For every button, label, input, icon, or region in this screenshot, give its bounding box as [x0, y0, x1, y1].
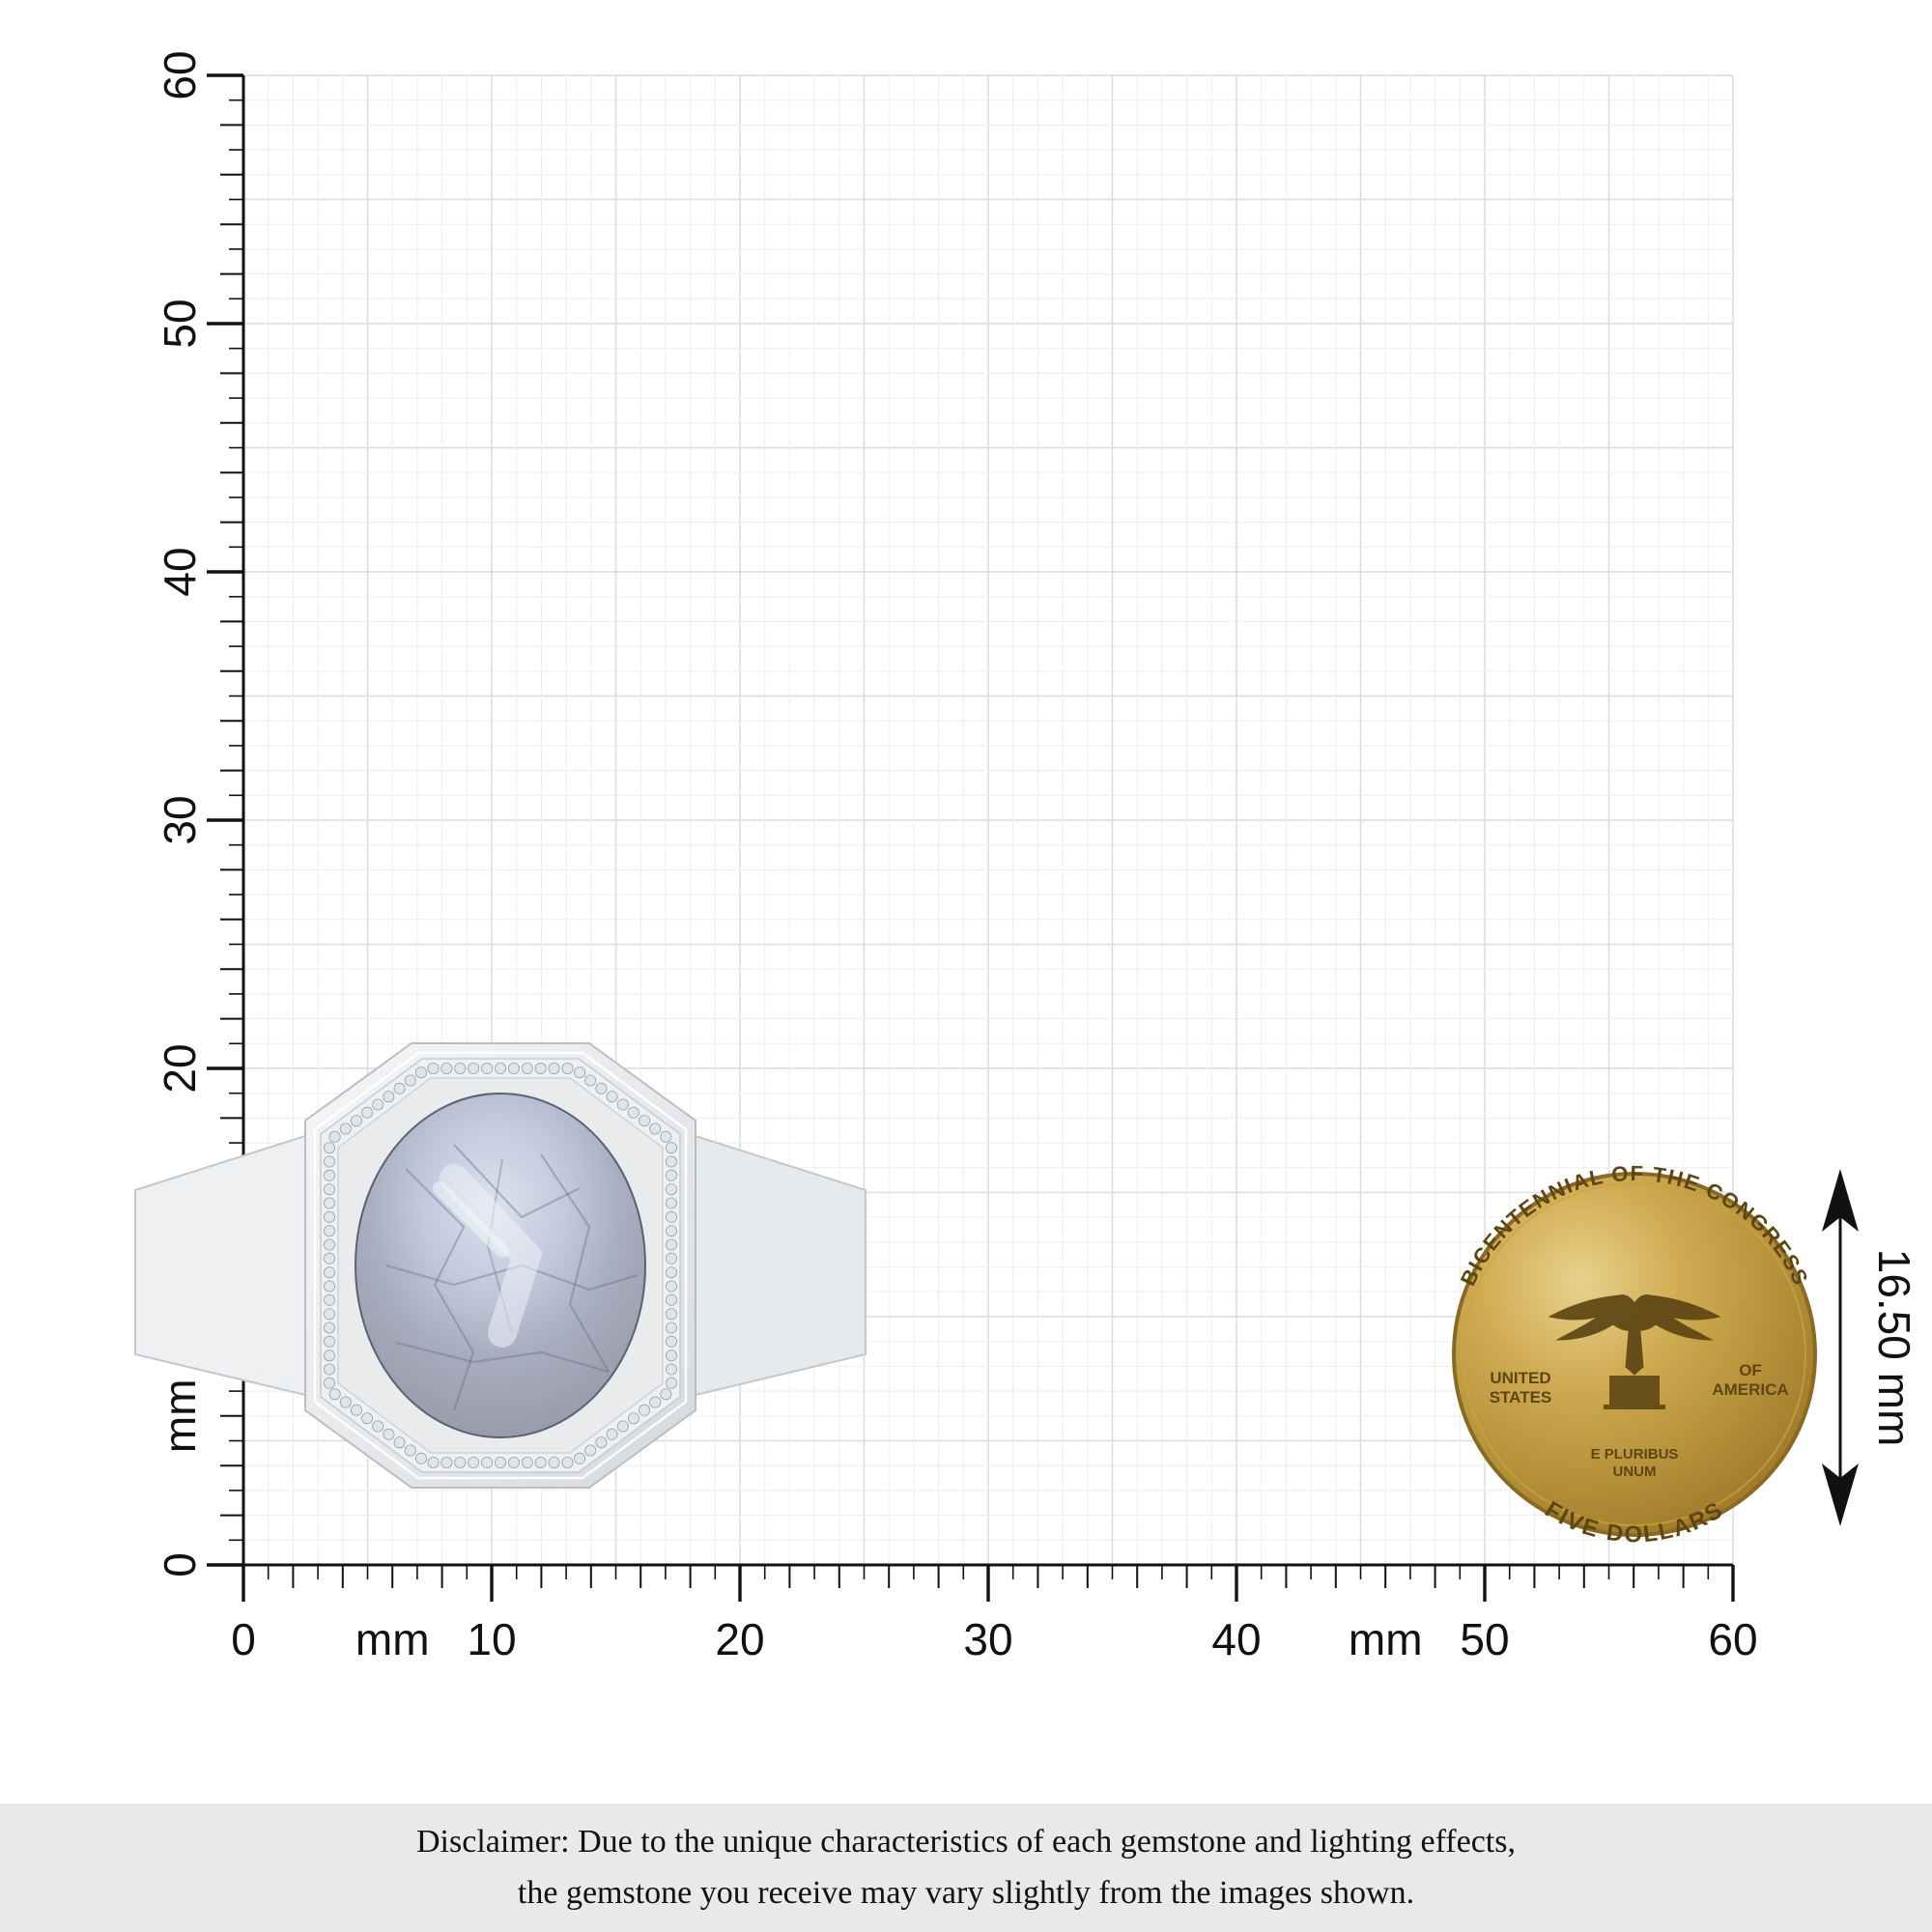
- svg-text:OF: OF: [1739, 1361, 1762, 1379]
- svg-text:20: 20: [155, 1043, 205, 1093]
- svg-text:10: 10: [467, 1614, 516, 1664]
- svg-text:16.50 mm: 16.50 mm: [1869, 1249, 1919, 1447]
- svg-text:mm: mm: [155, 1378, 205, 1453]
- svg-text:60: 60: [1708, 1614, 1757, 1664]
- svg-text:mm: mm: [1349, 1614, 1423, 1664]
- svg-text:30: 30: [155, 795, 205, 844]
- svg-text:E PLURIBUS: E PLURIBUS: [1591, 1446, 1679, 1463]
- svg-text:40: 40: [155, 547, 205, 596]
- svg-text:mm: mm: [355, 1614, 430, 1664]
- svg-text:50: 50: [155, 298, 205, 348]
- svg-text:60: 60: [155, 50, 205, 99]
- svg-text:40: 40: [1211, 1614, 1261, 1664]
- svg-text:50: 50: [1460, 1614, 1509, 1664]
- svg-text:AMERICA: AMERICA: [1712, 1380, 1788, 1399]
- svg-text:UNITED: UNITED: [1490, 1369, 1550, 1387]
- svg-text:20: 20: [715, 1614, 764, 1664]
- svg-text:STATES: STATES: [1490, 1388, 1552, 1406]
- svg-text:UNUM: UNUM: [1613, 1463, 1657, 1480]
- svg-text:0: 0: [155, 1552, 205, 1577]
- svg-text:30: 30: [963, 1614, 1012, 1664]
- svg-text:0: 0: [231, 1614, 256, 1664]
